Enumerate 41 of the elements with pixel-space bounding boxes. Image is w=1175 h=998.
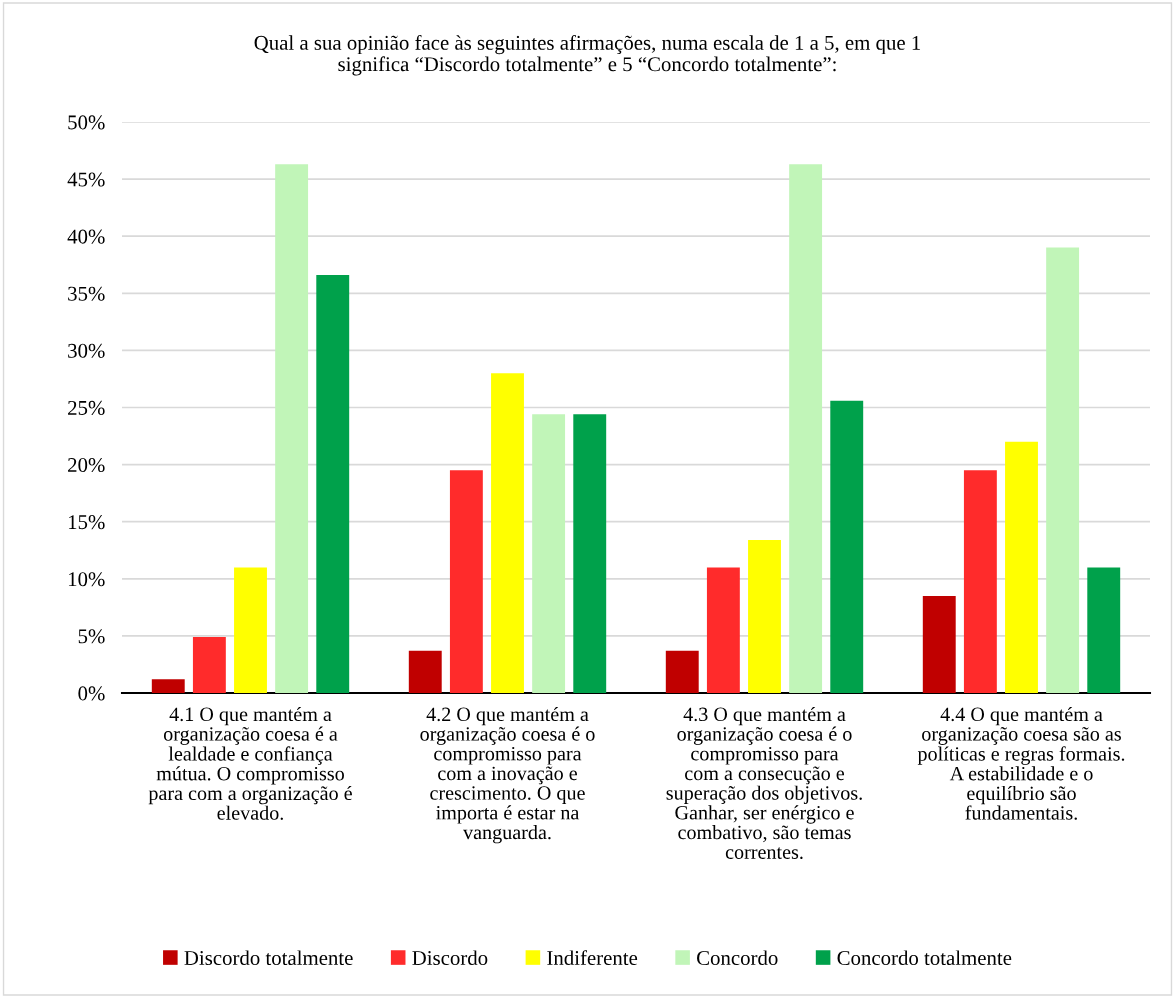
bar <box>408 650 442 693</box>
legend-label: Discordo totalmente <box>184 950 353 966</box>
bar <box>491 373 524 693</box>
bar <box>665 650 699 693</box>
bar <box>1087 567 1121 693</box>
legend-label: Indiferente <box>547 950 638 966</box>
bar <box>706 567 740 693</box>
legend-label: Concordo <box>697 950 778 966</box>
y-tick-label: 30% <box>68 343 105 358</box>
bar <box>532 414 566 693</box>
y-tick-label: 10% <box>68 572 105 587</box>
chart-title: Qual a sua opinião face às seguintes afirmações, numa escala de 1 a 5, em que 1 significa “Discordo totalmente” e 5 “Concordo totalmente”: <box>254 35 921 76</box>
y-tick-label: 50% <box>68 115 105 130</box>
y-tick-label: 25% <box>68 400 105 415</box>
bar <box>449 470 483 693</box>
bar <box>316 275 350 693</box>
y-tick-label: 0% <box>78 686 105 701</box>
x-tick-label: 4.2 O que mantém a organização coesa é o compromisso para com a inovação e crescimento. O que importa é estar na vanguarda. <box>420 706 595 844</box>
legend-label: Discordo <box>412 950 488 966</box>
bar <box>789 164 823 693</box>
bar <box>963 470 997 693</box>
bar <box>922 595 956 693</box>
y-tick-label: 40% <box>67 229 105 244</box>
bar <box>1046 247 1080 693</box>
bar <box>748 539 781 693</box>
x-tick-label: 4.3 O que mantém a organização coesa é o compromisso para com a consecução e superação dos objetivos. Ganhar, ser enérgico e combativo, são temas correntes. <box>666 706 862 859</box>
bar <box>830 400 864 693</box>
y-tick-label: 35% <box>68 286 105 301</box>
x-tick-label: 4.4 O que mantém a organização coesa são as políticas e regras formais. A estabilidade e o equilíbrio são fundamentais. <box>917 706 1125 820</box>
x-tick-label: 4.1 O que mantém a organização coesa é a lealdade e confiança mútua. O compromisso para com a organização é elevado. <box>148 706 352 820</box>
legend-label: Concordo totalmente <box>837 950 1012 966</box>
bar <box>275 164 309 693</box>
y-tick-label: 45% <box>67 172 105 187</box>
bar <box>234 567 267 693</box>
bar <box>573 414 607 693</box>
bar <box>192 637 226 693</box>
y-tick-label: 20% <box>68 457 105 473</box>
y-tick-label: 5% <box>78 629 105 644</box>
bar <box>1005 441 1038 693</box>
bar <box>151 679 185 693</box>
y-tick-label: 15% <box>68 515 105 530</box>
